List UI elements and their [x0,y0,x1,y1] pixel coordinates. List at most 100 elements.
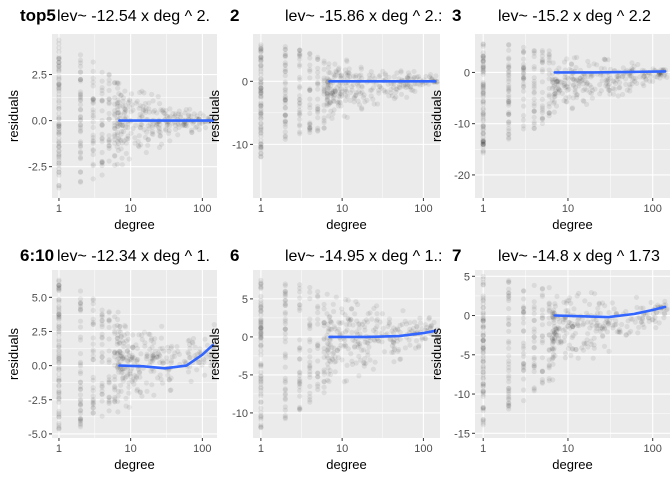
data-point [321,60,327,66]
data-point [361,347,367,353]
data-point [56,56,62,62]
data-point [539,286,546,292]
data-point [506,99,512,105]
data-point [553,86,559,93]
data-point [506,132,512,138]
data-point [173,126,179,132]
data-point [539,369,546,375]
data-point [628,316,634,322]
data-point [56,282,62,288]
data-point [115,97,121,103]
data-point [147,121,153,127]
data-point [282,316,288,322]
data-point [480,41,486,48]
data-point [620,91,626,98]
data-point [282,112,288,118]
data-point [123,150,129,157]
data-point [114,110,120,116]
data-point [315,115,321,121]
data-point [480,130,486,136]
data-point [56,105,62,111]
data-point [648,299,654,306]
data-point [137,124,143,130]
data-point [120,98,126,104]
data-point [151,392,157,398]
data-point [358,90,364,97]
data-point [106,143,112,149]
data-point [619,74,625,80]
data-point [555,325,561,331]
data-point [307,323,313,329]
data-point [156,126,163,132]
data-point [569,61,575,67]
data-point [325,92,331,98]
data-point [258,154,264,160]
data-point [163,108,169,114]
data-point [178,112,184,118]
data-point [56,169,62,175]
data-point [372,338,378,344]
data-point [598,65,604,71]
data-point [141,90,147,96]
y-axis-title: residuals [429,327,444,380]
data-point [138,351,144,357]
data-point [258,144,264,150]
data-point [332,87,338,93]
data-point [580,322,586,328]
data-point [381,349,387,355]
data-point [56,148,62,154]
data-point [315,54,321,60]
data-point [521,315,527,321]
data-point [166,115,172,121]
data-point [187,106,193,112]
data-point [315,128,321,134]
data-point [383,72,389,78]
data-point [258,58,264,64]
data-point [170,110,176,117]
data-point [258,120,264,126]
data-point [282,293,288,299]
data-point [258,95,264,101]
data-point [601,56,607,62]
data-point [356,89,362,95]
data-point [258,326,264,332]
data-point [506,393,512,400]
data-point [633,294,640,300]
data-point [142,340,148,346]
data-point [404,94,410,100]
data-point [546,110,552,116]
data-point [623,76,629,82]
data-point [365,352,371,358]
data-point [56,160,62,166]
data-point [539,53,546,59]
data-point [90,137,96,144]
data-point [562,74,568,80]
data-point [531,100,537,106]
data-point [521,75,527,81]
data-point [56,378,62,384]
data-point [521,77,527,83]
data-point [336,65,342,71]
data-point [343,71,349,77]
data-point [606,72,612,78]
data-point [531,90,537,96]
data-point [506,119,512,125]
data-point [531,89,537,95]
data-point [408,87,414,93]
data-point [480,54,486,60]
data-point [106,377,112,383]
data-point [359,75,365,81]
data-point [112,80,118,86]
data-point [77,78,84,84]
data-point [157,122,163,128]
data-point [635,330,641,336]
data-point [480,279,486,285]
data-point [627,84,633,90]
data-point [182,110,188,116]
data-point [531,83,537,89]
data-point [549,97,555,103]
data-point [155,94,161,100]
data-point [56,116,62,122]
data-point [321,91,327,97]
data-point [521,126,527,132]
